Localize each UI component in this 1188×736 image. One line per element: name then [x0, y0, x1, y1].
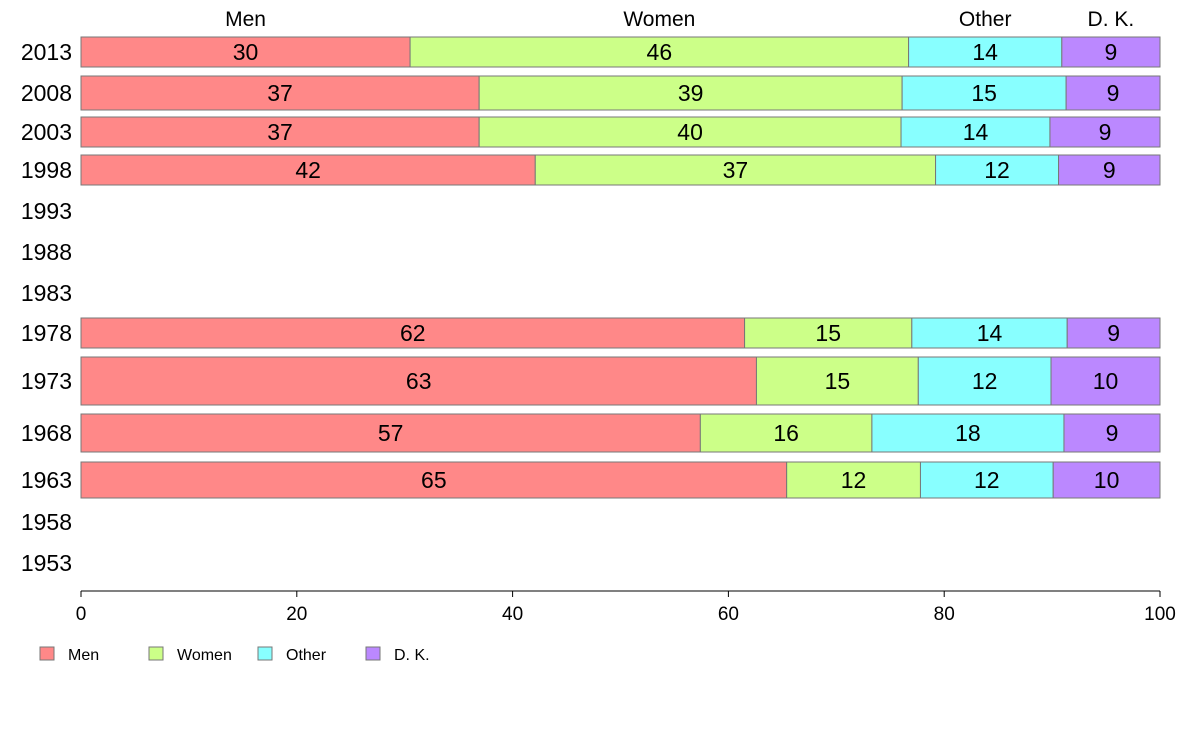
bar-value-label: 57: [378, 420, 404, 446]
x-tick-label: 20: [286, 604, 307, 625]
bar-segment: [1063, 413, 1161, 453]
bar-segment: [80, 36, 411, 68]
bar-value-label: 15: [815, 320, 841, 346]
bar-segment: [534, 154, 937, 186]
bar-segment: [80, 356, 757, 406]
bar-segment: [80, 413, 701, 453]
y-tick-label: 1988: [21, 239, 72, 265]
bar-segment: [917, 356, 1052, 406]
bar-segment: [1058, 154, 1161, 186]
bar-segment: [919, 461, 1054, 499]
bar-segment: [1052, 461, 1161, 499]
y-tick-label: 1993: [21, 198, 72, 224]
legend-swatch: [148, 646, 164, 661]
bar-value-label: 9: [1107, 80, 1120, 106]
bar-value-label: 9: [1105, 39, 1118, 65]
bar-value-label: 15: [825, 368, 851, 394]
bar-value-label: 16: [773, 420, 799, 446]
legend-label: Men: [68, 647, 99, 664]
bar-value-label: 9: [1107, 320, 1120, 346]
y-tick-label: 1973: [21, 368, 72, 394]
bar-value-label: 37: [267, 119, 293, 145]
x-tick-label: 40: [502, 604, 523, 625]
legend-label: Women: [177, 647, 232, 664]
bar-segment: [1050, 356, 1161, 406]
bar-segment: [755, 356, 919, 406]
y-tick-label: 2008: [21, 80, 72, 106]
bar-segment: [908, 36, 1063, 68]
bar-value-label: 63: [406, 368, 432, 394]
bar-segment: [1049, 116, 1161, 148]
bar-segment: [409, 36, 910, 68]
bar-value-label: 65: [421, 467, 447, 493]
bar-value-label: 10: [1094, 467, 1120, 493]
bar-value-label: 9: [1106, 420, 1119, 446]
bar-segment: [80, 75, 480, 111]
y-tick-label: 1998: [21, 157, 72, 183]
bar-segment: [871, 413, 1065, 453]
y-tick-label: 2003: [21, 119, 72, 145]
legend-swatch: [39, 646, 55, 661]
bar-segment: [744, 317, 913, 349]
column-header-4: D. K.: [1088, 8, 1135, 31]
bar-value-label: 9: [1103, 157, 1116, 183]
bar-segment: [478, 75, 903, 111]
bar-value-label: 42: [295, 157, 321, 183]
bar-segment: [80, 461, 788, 499]
bar-segment: [80, 116, 480, 148]
legend-swatch: [365, 646, 381, 661]
column-headers: Men Women Other D. K.: [225, 8, 1134, 31]
bar-value-label: 30: [233, 39, 259, 65]
bar-value-label: 9: [1099, 119, 1112, 145]
bar-segment: [1065, 75, 1161, 111]
x-tick-label: 60: [718, 604, 739, 625]
bar-value-label: 12: [974, 467, 1000, 493]
x-tick-label: 80: [934, 604, 955, 625]
bar-value-label: 12: [984, 157, 1010, 183]
bar-value-label: 46: [647, 39, 673, 65]
bar-value-label: 62: [400, 320, 426, 346]
bar-segment: [1061, 36, 1161, 68]
y-tick-label: 1958: [21, 509, 72, 535]
bar-value-label: 15: [971, 80, 997, 106]
legend-swatch: [257, 646, 273, 661]
bar-segment: [80, 317, 746, 349]
bar-segment: [901, 75, 1067, 111]
column-header-1: Men: [225, 8, 266, 31]
y-tick-label: 1963: [21, 467, 72, 493]
bar-value-label: 14: [963, 119, 989, 145]
bar-value-label: 37: [267, 80, 293, 106]
x-axis: 0 20 40 60 80 100: [76, 590, 1176, 625]
y-tick-label: 1983: [21, 280, 72, 306]
bar-segment: [911, 317, 1068, 349]
legend-label: Other: [286, 647, 327, 664]
bar-data-labels: 30 46 14 937 39 15 937 40 14 942 37 12 962 15 14 963 15 1…: [233, 39, 1120, 493]
bar-segment: [80, 154, 536, 186]
y-tick-label: 1953: [21, 550, 72, 576]
bar-segment: [1066, 317, 1161, 349]
y-tick-label: 1968: [21, 420, 72, 446]
legend-label: D. K.: [394, 647, 430, 664]
legend: Men Women Other D. K.: [39, 646, 430, 664]
bar-value-label: 12: [841, 467, 867, 493]
y-axis-tick-labels: 2013 2008 2003 1998 1993 1988 1983 1978 1973 1968…: [21, 39, 72, 576]
bar-segment: [478, 116, 902, 148]
bars: [80, 36, 1161, 499]
y-tick-label: 1978: [21, 320, 72, 346]
x-tick-label: 0: [76, 604, 87, 625]
bar-value-label: 14: [972, 39, 998, 65]
column-header-2: Women: [623, 8, 695, 31]
bar-value-label: 39: [678, 80, 704, 106]
bar-value-label: 18: [955, 420, 981, 446]
x-tick-label: 100: [1144, 604, 1176, 625]
bar-value-label: 14: [977, 320, 1003, 346]
bar-value-label: 40: [677, 119, 703, 145]
bar-value-label: 37: [723, 157, 749, 183]
column-header-3: Other: [959, 8, 1012, 31]
bar-value-label: 12: [972, 368, 998, 394]
y-tick-label: 2013: [21, 39, 72, 65]
bar-value-label: 10: [1093, 368, 1119, 394]
